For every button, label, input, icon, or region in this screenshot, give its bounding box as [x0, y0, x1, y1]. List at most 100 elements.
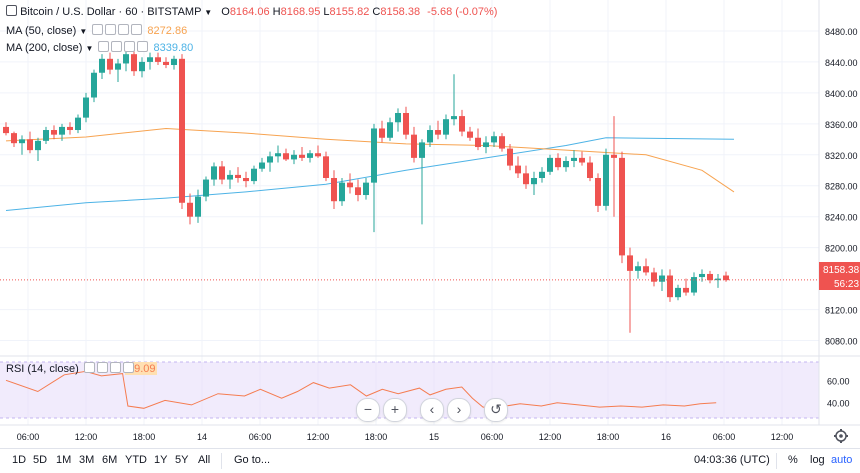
last-price-label-bg [819, 262, 860, 276]
candle [571, 150, 577, 168]
close-icon[interactable] [118, 24, 130, 35]
ma200-path [5, 137, 735, 211]
more-icon[interactable] [131, 24, 143, 35]
candle-body [195, 196, 201, 217]
candle [683, 278, 689, 296]
goto-date-button[interactable]: Go to... [234, 454, 271, 466]
candle-body [651, 272, 657, 282]
rsi-line [5, 370, 717, 409]
candle [411, 126, 417, 163]
candle [275, 145, 281, 163]
utc-clock[interactable]: 04:03:36 (UTC) [694, 454, 770, 466]
settings-icon[interactable] [96, 362, 108, 373]
price-axis: 8480.00 8440.00 8400.00 8360.00 8320.00 8280.… [825, 27, 858, 347]
symbol-legend[interactable]: Bitcoin / U.S. Dollar · 60 · BITSTAMP ▼ … [6, 5, 497, 18]
candle [531, 171, 537, 196]
candle [235, 167, 241, 183]
ma50-legend[interactable]: MA (50, close) ▼ 8272.86 [6, 24, 189, 37]
chevron-down-icon[interactable]: ▼ [85, 44, 94, 53]
close-icon[interactable] [124, 41, 136, 52]
candle-body [91, 72, 97, 98]
scroll-left-button[interactable]: ‹ [420, 398, 444, 422]
candle [611, 116, 617, 217]
candle-body [19, 139, 25, 144]
ma50-label: MA (50, close) [6, 25, 77, 37]
candle-body [291, 154, 297, 160]
zoom-in-button[interactable]: + [383, 398, 407, 422]
auto-scale-toggle[interactable]: auto [831, 454, 853, 466]
ma50-value: 8272.86 [147, 25, 188, 37]
eye-icon[interactable] [83, 362, 95, 373]
collapse-legend-icon[interactable] [6, 5, 17, 16]
rsi-legend[interactable]: RSI (14, close) [6, 362, 134, 375]
candle [323, 151, 329, 182]
log-scale-toggle[interactable]: log [810, 454, 825, 466]
range-3m-button[interactable]: 3M [79, 454, 95, 466]
candle [355, 179, 361, 202]
candle-body [571, 157, 577, 161]
candle-body [723, 275, 729, 281]
candle [523, 165, 529, 189]
percent-scale-toggle[interactable]: % [788, 454, 798, 466]
close-icon[interactable] [109, 362, 121, 373]
candle-body [419, 142, 425, 158]
candle [291, 150, 297, 165]
price-chart[interactable]: 8480.00 8440.00 8400.00 8360.00 8320.00 8280.… [0, 0, 860, 448]
zoom-out-button[interactable]: − [356, 398, 380, 422]
chevron-down-icon[interactable]: ▼ [79, 27, 88, 36]
price-tick-label: 8400.00 [825, 89, 858, 99]
candle-body [243, 178, 249, 182]
candle [659, 269, 665, 291]
candle [347, 173, 353, 194]
high-label: H [272, 6, 281, 18]
candle-body [491, 136, 497, 143]
range-1y-button[interactable]: 1Y [154, 454, 168, 466]
ma200-legend[interactable]: MA (200, close) ▼ 8339.80 [6, 41, 195, 54]
settings-icon[interactable] [111, 41, 123, 52]
reset-chart-button[interactable]: ↺ [484, 398, 508, 422]
chevron-down-icon[interactable]: ▼ [204, 8, 213, 17]
more-icon[interactable] [122, 362, 134, 373]
range-6m-button[interactable]: 6M [102, 454, 118, 466]
candle-body [587, 162, 593, 178]
candle-body [451, 116, 457, 120]
candle-body [507, 148, 513, 166]
candle-body [347, 182, 353, 188]
price-tick-label: 8440.00 [825, 58, 858, 68]
range-5d-button[interactable]: 5D [33, 454, 48, 466]
candle-body [499, 136, 505, 149]
candle [283, 148, 289, 161]
time-tick-label: 18:00 [133, 432, 156, 442]
price-tick-label: 8480.00 [825, 27, 858, 37]
eye-icon[interactable] [98, 41, 110, 52]
candle-body [211, 166, 217, 180]
candle-body [171, 58, 177, 66]
time-tick-label: 14 [197, 432, 207, 442]
candle-body [555, 157, 561, 168]
range-all-button[interactable]: All [198, 454, 211, 466]
candle [187, 193, 193, 225]
range-5y-button[interactable]: 5Y [175, 454, 189, 466]
range-ytd-button[interactable]: YTD [125, 454, 147, 466]
settings-icon[interactable] [105, 24, 117, 35]
candle [619, 151, 625, 264]
rsi-value: 39.09 [128, 363, 156, 375]
eye-icon[interactable] [92, 24, 104, 35]
candle-body [459, 116, 465, 132]
time-tick-label: 06:00 [481, 432, 504, 442]
candle-body [107, 58, 113, 70]
candle-body [339, 182, 345, 202]
price-tick-label: 8080.00 [825, 337, 858, 347]
candle-body [411, 134, 417, 158]
candle-body [275, 153, 281, 157]
more-icon[interactable] [137, 41, 149, 52]
range-1m-button[interactable]: 1M [56, 454, 72, 466]
scroll-right-button[interactable]: › [447, 398, 471, 422]
candle-body [307, 153, 313, 158]
range-1d-button[interactable]: 1D [12, 454, 27, 466]
candle-body [251, 168, 257, 182]
change-value: -5.68 (-0.07%) [427, 6, 498, 18]
settings-gear-icon[interactable] [834, 429, 848, 443]
time-tick-label: 06:00 [17, 432, 40, 442]
candle [499, 133, 505, 152]
